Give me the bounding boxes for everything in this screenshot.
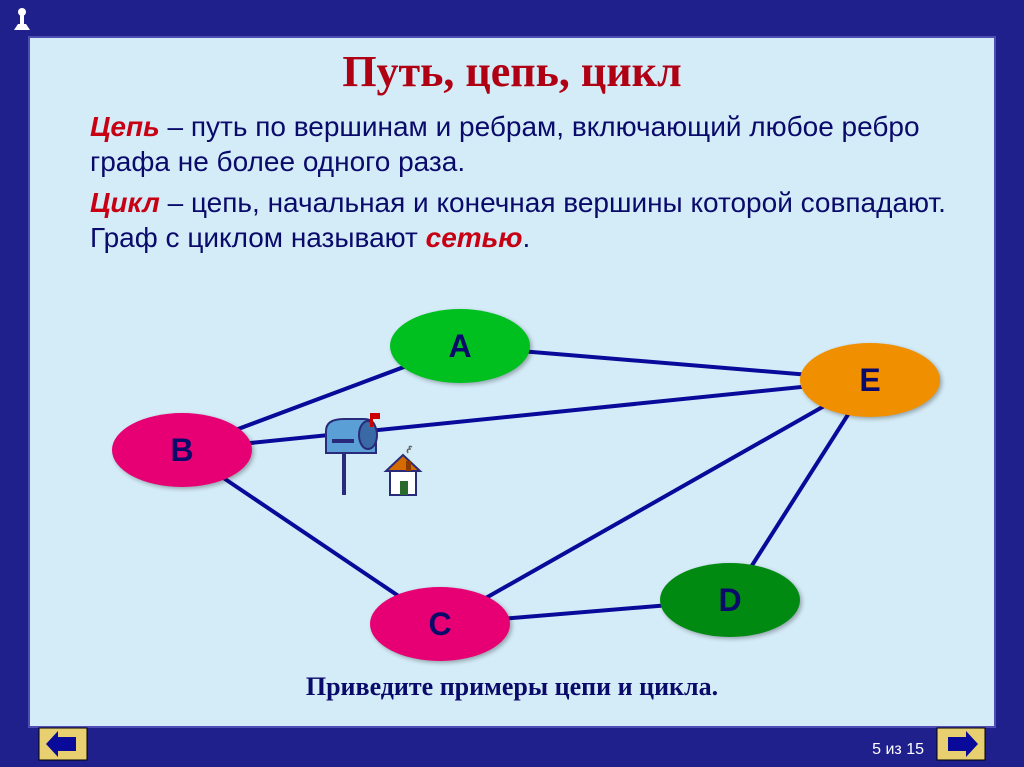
- page-indicator: 5 из 15: [872, 741, 924, 759]
- graph-diagram: А В С D Е: [70, 303, 958, 673]
- definition-cycle: Цикл – цепь, начальная и конечная вершин…: [90, 185, 958, 255]
- slide-body: Цепь – путь по вершинам и ребрам, включа…: [30, 97, 994, 255]
- graph-node-D: D: [660, 563, 800, 637]
- graph-node-E: Е: [800, 343, 940, 417]
- term-cycle: Цикл: [90, 187, 160, 218]
- mailbox-house-clipart-icon: [320, 413, 430, 503]
- text-chain: – путь по вершинам и ребрам, включающий …: [90, 111, 920, 177]
- slide-frame: Путь, цепь, цикл Цепь – путь по вершинам…: [28, 36, 996, 728]
- graph-node-B: В: [112, 413, 252, 487]
- prev-slide-button[interactable]: [38, 727, 88, 761]
- slide-title: Путь, цепь, цикл: [30, 46, 994, 97]
- graph-node-C: С: [370, 587, 510, 661]
- next-slide-button[interactable]: [936, 727, 986, 761]
- slide-footer-prompt: Приведите примеры цепи и цикла.: [30, 672, 994, 702]
- term-network: сетью: [426, 222, 523, 253]
- definition-chain: Цепь – путь по вершинам и ребрам, включа…: [90, 109, 958, 179]
- corner-decoration-icon: [8, 4, 36, 32]
- text-cycle-b: .: [523, 222, 531, 253]
- graph-node-A: А: [390, 309, 530, 383]
- term-chain: Цепь: [90, 111, 160, 142]
